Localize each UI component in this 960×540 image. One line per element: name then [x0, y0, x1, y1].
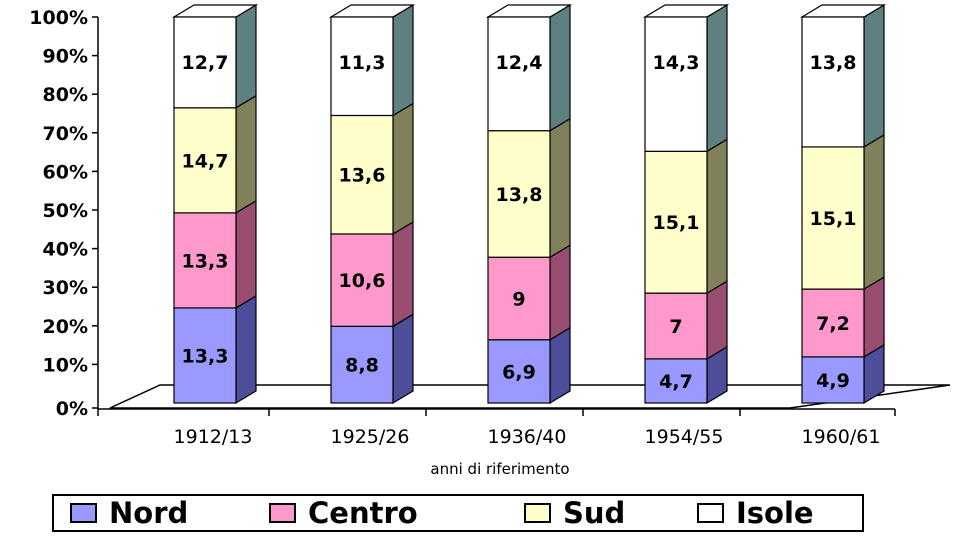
bar-segment-sud: [173, 107, 237, 214]
bar-segment-centro: [330, 233, 394, 327]
bar-side-centro: [706, 280, 728, 360]
data-label-centro: 7,2: [816, 313, 850, 335]
x-tick-label: 1925/26: [331, 426, 410, 448]
bar-stack-1925-26: [328, 3, 416, 405]
bar-side-sud: [392, 102, 414, 236]
y-tick-label: 20%: [43, 316, 88, 338]
bar-segment-centro: [644, 292, 708, 360]
data-label-centro: 9: [512, 288, 525, 310]
legend-swatch-centro: [269, 503, 296, 523]
bar-side-centro: [392, 220, 414, 328]
bar-segment-centro: [801, 288, 865, 358]
bar-segment-isole: [330, 16, 394, 117]
x-axis: 1912/13 1925/26 1936/40 1954/55 1960/61: [97, 408, 896, 448]
bar-segment-sud: [487, 130, 551, 258]
x-tick-label: 1936/40: [488, 426, 567, 448]
y-tick-label: 90%: [43, 46, 88, 68]
y-tick-label: 40%: [43, 239, 88, 261]
bar-side-isole: [392, 3, 414, 117]
legend-item-isole: Isole: [697, 496, 814, 530]
bar-side-isole: [706, 3, 728, 153]
bar-side-isole: [235, 3, 257, 109]
data-label-centro: 13,3: [182, 250, 229, 272]
legend-label-sud: Sud: [563, 496, 626, 530]
bars-group: [171, 3, 887, 405]
legend-item-sud: Sud: [524, 496, 625, 530]
y-axis: 0% 10% 20% 30% 40% 50% 60% 70% 80% 90% 100%: [29, 7, 99, 420]
data-label-nord: 4,7: [659, 371, 693, 393]
x-tick-label: 1912/13: [174, 426, 253, 448]
y-tick-label: 80%: [43, 84, 88, 106]
bar-side-sud: [235, 94, 257, 214]
bar-side-nord: [235, 294, 257, 405]
y-tick-label: 50%: [43, 200, 88, 222]
x-tick-label: 1954/55: [645, 426, 724, 448]
data-label-sud: 15,1: [810, 208, 857, 230]
bar-segment-nord: [330, 325, 394, 404]
data-label-nord: 13,3: [182, 345, 229, 367]
legend-item-centro: Centro: [269, 496, 418, 530]
bar-stack-1954-55: [642, 3, 730, 405]
bar-segment-isole: [487, 16, 551, 132]
bar-segment-nord: [644, 358, 708, 404]
y-tick-label: 10%: [43, 354, 88, 376]
bar-segment-nord: [801, 356, 865, 404]
data-label-isole: 13,8: [810, 52, 857, 74]
bar-segment-isole: [173, 16, 237, 109]
y-tick-label: 30%: [43, 277, 88, 299]
bar-side-sud: [863, 133, 885, 291]
bar-side-nord: [392, 313, 414, 405]
legend-label-centro: Centro: [308, 496, 418, 530]
bar-side-centro: [235, 199, 257, 309]
bar-stack-1912-13: [171, 3, 259, 405]
bar-stack-1936-40: [485, 3, 573, 405]
legend-swatch-sud: [524, 503, 551, 523]
data-label-isole: 12,4: [496, 52, 543, 74]
bar-segment-sud: [644, 150, 708, 294]
bar-segment-isole: [801, 16, 865, 148]
bar-side-sud: [706, 138, 728, 295]
data-label-isole: 14,3: [653, 52, 700, 74]
bar-side-nord: [549, 326, 571, 405]
data-label-sud: 14,7: [182, 150, 229, 172]
legend-item-nord: Nord: [70, 496, 188, 530]
data-label-sud: 13,6: [339, 165, 386, 187]
bar-side-isole: [863, 3, 885, 148]
legend-swatch-nord: [70, 503, 97, 523]
y-tick-label: 60%: [43, 161, 88, 183]
bar-side-centro: [549, 244, 571, 341]
y-tick-label: 70%: [43, 123, 88, 145]
bar-segment-centro: [487, 256, 551, 341]
data-label-centro: 10,6: [339, 270, 386, 292]
bar-segment-sud: [330, 114, 394, 235]
legend-label-nord: Nord: [109, 496, 189, 530]
data-label-nord: 4,9: [816, 370, 850, 392]
data-label-sud: 15,1: [653, 212, 700, 234]
bar-stack-1960-61: [799, 3, 887, 405]
data-label-isole: 12,7: [182, 52, 229, 74]
legend-swatch-isole: [697, 503, 724, 523]
bar-side-isole: [549, 3, 571, 132]
bar-side-centro: [863, 276, 885, 358]
bar-segment-isole: [644, 16, 708, 152]
bar-side-sud: [549, 117, 571, 259]
data-label-centro: 7: [669, 316, 682, 338]
legend: Nord Centro Sud Isole: [52, 494, 864, 532]
x-axis-title: anni di riferimento: [430, 460, 569, 478]
data-label-nord: 6,9: [502, 361, 536, 383]
bar-segment-sud: [801, 146, 865, 290]
legend-label-isole: Isole: [736, 496, 814, 530]
data-label-sud: 13,8: [496, 184, 543, 206]
data-label-isole: 11,3: [339, 52, 386, 74]
y-tick-label: 100%: [29, 7, 88, 29]
bar-segment-nord: [173, 307, 237, 404]
bar-segment-centro: [173, 212, 237, 309]
y-tick-label: 0%: [56, 398, 88, 420]
bar-segment-nord: [487, 339, 551, 404]
x-tick-label: 1960/61: [802, 426, 881, 448]
data-label-nord: 8,8: [345, 355, 379, 377]
data-labels-group: 13,3 13,3 14,7 12,7 8,8 10,6 13,6 11,3 6,9 9 13,8 1…: [182, 52, 857, 393]
